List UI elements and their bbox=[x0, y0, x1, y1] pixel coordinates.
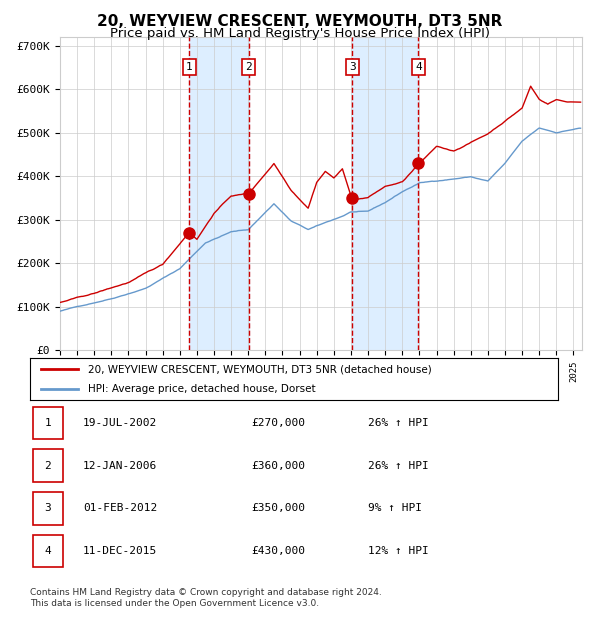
Text: Price paid vs. HM Land Registry's House Price Index (HPI): Price paid vs. HM Land Registry's House … bbox=[110, 27, 490, 40]
FancyBboxPatch shape bbox=[32, 450, 63, 482]
FancyBboxPatch shape bbox=[32, 492, 63, 525]
Text: 9% ↑ HPI: 9% ↑ HPI bbox=[368, 503, 422, 513]
FancyBboxPatch shape bbox=[32, 535, 63, 567]
Text: 01-FEB-2012: 01-FEB-2012 bbox=[83, 503, 157, 513]
Text: 3: 3 bbox=[349, 62, 356, 72]
Text: 19-JUL-2002: 19-JUL-2002 bbox=[83, 418, 157, 428]
Text: 4: 4 bbox=[44, 546, 52, 556]
Text: 1: 1 bbox=[44, 418, 52, 428]
Text: £270,000: £270,000 bbox=[252, 418, 306, 428]
FancyBboxPatch shape bbox=[242, 59, 256, 75]
Text: 26% ↑ HPI: 26% ↑ HPI bbox=[368, 418, 428, 428]
Text: HPI: Average price, detached house, Dorset: HPI: Average price, detached house, Dors… bbox=[88, 384, 316, 394]
Bar bbox=[352, 37, 418, 350]
Bar bbox=[189, 37, 249, 350]
Text: Contains HM Land Registry data © Crown copyright and database right 2024.: Contains HM Land Registry data © Crown c… bbox=[30, 588, 382, 597]
FancyBboxPatch shape bbox=[412, 59, 425, 75]
Text: 4: 4 bbox=[415, 62, 422, 72]
Text: 26% ↑ HPI: 26% ↑ HPI bbox=[368, 461, 428, 471]
Text: 20, WEYVIEW CRESCENT, WEYMOUTH, DT3 5NR: 20, WEYVIEW CRESCENT, WEYMOUTH, DT3 5NR bbox=[97, 14, 503, 29]
Text: 2: 2 bbox=[245, 62, 253, 72]
Text: £430,000: £430,000 bbox=[252, 546, 306, 556]
FancyBboxPatch shape bbox=[32, 407, 63, 439]
Text: 2: 2 bbox=[44, 461, 52, 471]
Text: This data is licensed under the Open Government Licence v3.0.: This data is licensed under the Open Gov… bbox=[30, 600, 319, 608]
Text: 12% ↑ HPI: 12% ↑ HPI bbox=[368, 546, 428, 556]
Text: 12-JAN-2006: 12-JAN-2006 bbox=[83, 461, 157, 471]
FancyBboxPatch shape bbox=[182, 59, 196, 75]
Text: 20, WEYVIEW CRESCENT, WEYMOUTH, DT3 5NR (detached house): 20, WEYVIEW CRESCENT, WEYMOUTH, DT3 5NR … bbox=[88, 364, 432, 374]
FancyBboxPatch shape bbox=[346, 59, 359, 75]
Text: 3: 3 bbox=[44, 503, 52, 513]
Text: £360,000: £360,000 bbox=[252, 461, 306, 471]
Text: 1: 1 bbox=[185, 62, 193, 72]
Text: 11-DEC-2015: 11-DEC-2015 bbox=[83, 546, 157, 556]
Text: £350,000: £350,000 bbox=[252, 503, 306, 513]
